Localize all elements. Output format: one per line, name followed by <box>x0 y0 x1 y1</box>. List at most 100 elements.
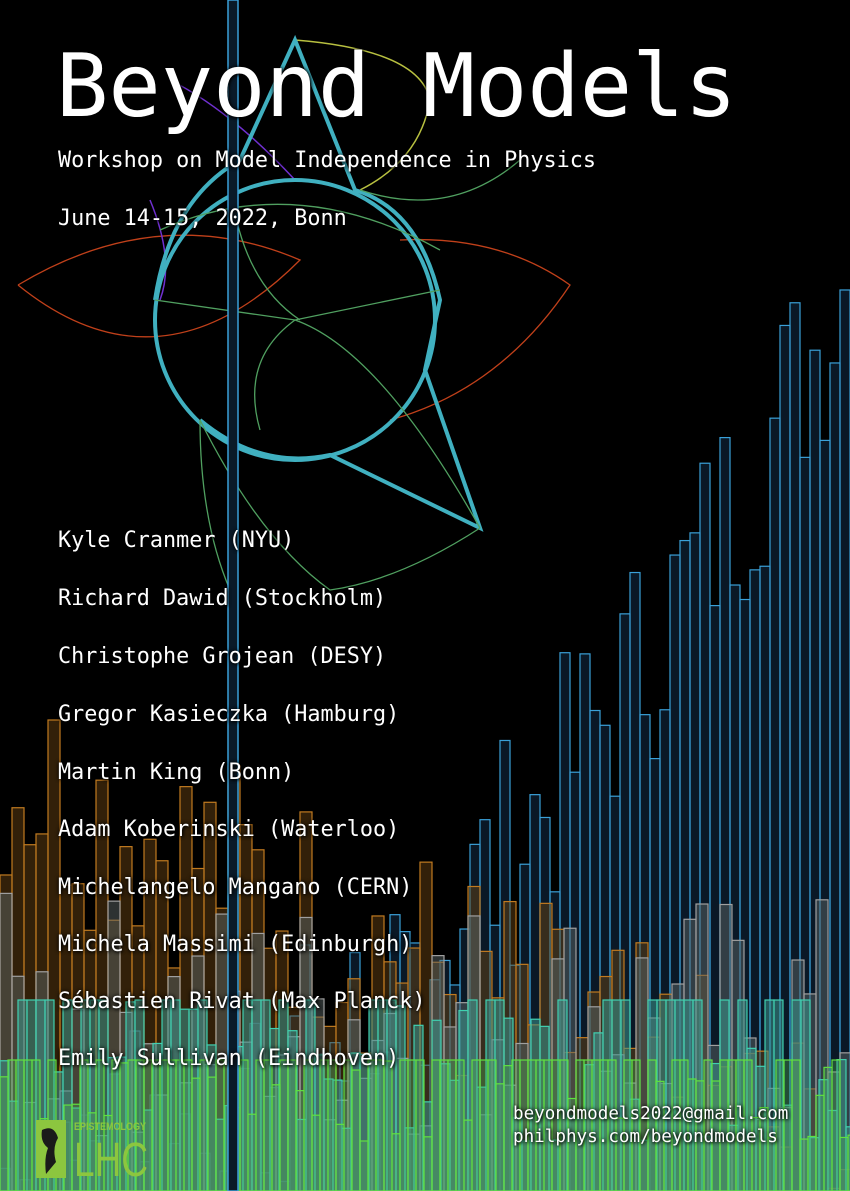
speaker: Michela Massimi (Edinburgh) <box>58 932 413 957</box>
histogram-bar <box>527 1059 537 1191</box>
histogram-bar <box>823 1066 833 1191</box>
histogram-bar <box>239 1059 249 1191</box>
histogram-bar <box>263 1059 273 1191</box>
histogram-bar <box>599 1059 609 1191</box>
histogram-bar <box>783 1059 793 1191</box>
speaker: Richard Dawid (Stockholm) <box>58 586 387 611</box>
histogram-bar <box>479 1059 489 1191</box>
histogram-bar <box>0 1076 9 1191</box>
speaker: Emily Sullivan (Eindhoven) <box>58 1046 400 1071</box>
epistemology-lhc-logo: EPISTEMOLOGY LHC <box>36 1120 148 1180</box>
histogram-bar <box>359 1140 369 1191</box>
histogram-bar <box>191 1077 201 1191</box>
histogram-bar <box>831 1059 841 1191</box>
histogram-bar <box>773 999 784 1191</box>
histogram-bar <box>335 1123 345 1191</box>
histogram-bar <box>455 1059 465 1191</box>
flower-inner-lines <box>154 159 521 591</box>
histogram-bar <box>255 1059 265 1191</box>
histogram-bar <box>167 1059 177 1191</box>
histogram-bar <box>743 1059 753 1191</box>
histogram-bar <box>15 1059 25 1191</box>
histogram-bars <box>0 289 850 1191</box>
histogram-bar <box>847 1134 850 1191</box>
histogram-bar <box>495 1083 505 1191</box>
histogram-bar <box>431 1059 441 1191</box>
speaker: Kyle Cranmer (NYU) <box>58 528 295 553</box>
histogram-bar <box>487 1059 497 1191</box>
speaker: Adam Koberinski (Waterloo) <box>58 817 400 842</box>
histogram-bar <box>839 1136 849 1191</box>
histogram-bar <box>383 1060 393 1191</box>
histogram-bar <box>775 1059 785 1191</box>
histogram-bar <box>399 1059 409 1191</box>
histogram-bar <box>199 1059 209 1191</box>
histogram-bar <box>620 999 631 1191</box>
flower-outline <box>153 34 484 532</box>
histogram-bar <box>511 1059 521 1191</box>
histogram-bar <box>247 1113 257 1191</box>
histogram-bar <box>543 1059 553 1191</box>
histogram-bar <box>583 1059 593 1191</box>
histogram-bar <box>407 1059 417 1191</box>
histogram-bar <box>807 1135 817 1191</box>
histogram-bar <box>447 1059 457 1191</box>
histogram-bar <box>23 1059 33 1191</box>
subtitle: Workshop on Model Independence in Physic… <box>58 148 597 173</box>
flower-right-petal-red <box>389 238 571 421</box>
speaker: Martin King (Bonn) <box>58 760 295 785</box>
contact-website[interactable]: philphys.com/beyondmodels <box>513 1127 778 1147</box>
histogram-bar <box>575 1059 585 1191</box>
histogram-bar <box>703 1059 713 1191</box>
histogram-bar <box>207 1076 217 1191</box>
histogram-bar <box>151 1059 161 1191</box>
logo-main-text: LHC <box>74 1134 148 1180</box>
histogram-bar <box>303 1059 313 1191</box>
histogram-bar <box>175 1059 185 1191</box>
histogram-bar <box>439 1059 449 1191</box>
speaker: Gregor Kasieczka (Hamburg) <box>58 702 400 727</box>
vertical-bar <box>227 0 239 1191</box>
histogram-bar <box>800 999 811 1191</box>
histogram-bar <box>535 1059 545 1191</box>
histogram-bar <box>319 1059 329 1191</box>
histogram-bar <box>591 1059 601 1191</box>
histogram-bar <box>343 1059 353 1191</box>
histogram-bar <box>631 1059 641 1191</box>
histogram-bar <box>215 1059 225 1191</box>
histogram-bar <box>671 1059 681 1191</box>
histogram-bar <box>463 1119 473 1191</box>
histogram-bar <box>367 1059 377 1191</box>
histogram-bar <box>647 1059 657 1191</box>
histogram-bar <box>423 1136 433 1191</box>
histogram-bar <box>311 1114 321 1191</box>
histogram-bar <box>351 1069 361 1191</box>
histogram-bar <box>799 1138 809 1191</box>
histogram-bar <box>815 1094 825 1191</box>
histogram-bar <box>655 1080 665 1191</box>
histogram-bar <box>415 1059 425 1191</box>
histogram-bar <box>287 1059 297 1191</box>
histogram-bar <box>295 1090 305 1191</box>
histogram-bar <box>663 1139 673 1191</box>
histogram-bar <box>62 999 73 1191</box>
flower-diagram <box>17 34 571 591</box>
flower-left-petal <box>17 234 302 338</box>
histogram-bar <box>557 999 568 1191</box>
histogram-bar <box>519 1059 529 1191</box>
histogram-bar <box>503 1065 513 1191</box>
speaker: Michelangelo Mangano (CERN) <box>58 875 413 900</box>
histogram-bar <box>375 1059 385 1191</box>
event-date: June 14-15, 2022, Bonn <box>58 206 347 231</box>
histogram-bar <box>735 1059 745 1191</box>
histogram-bar <box>7 1059 17 1191</box>
histogram-bar <box>159 1059 169 1191</box>
contact-email[interactable]: beyondmodels2022@gmail.com <box>513 1104 789 1124</box>
histogram-bar <box>791 1059 801 1191</box>
histogram-bar <box>391 1133 401 1191</box>
speaker: Sébastien Rivat (Max Planck) <box>58 989 426 1014</box>
page-title: Beyond Models <box>56 35 737 137</box>
histogram-bar <box>623 1059 633 1191</box>
